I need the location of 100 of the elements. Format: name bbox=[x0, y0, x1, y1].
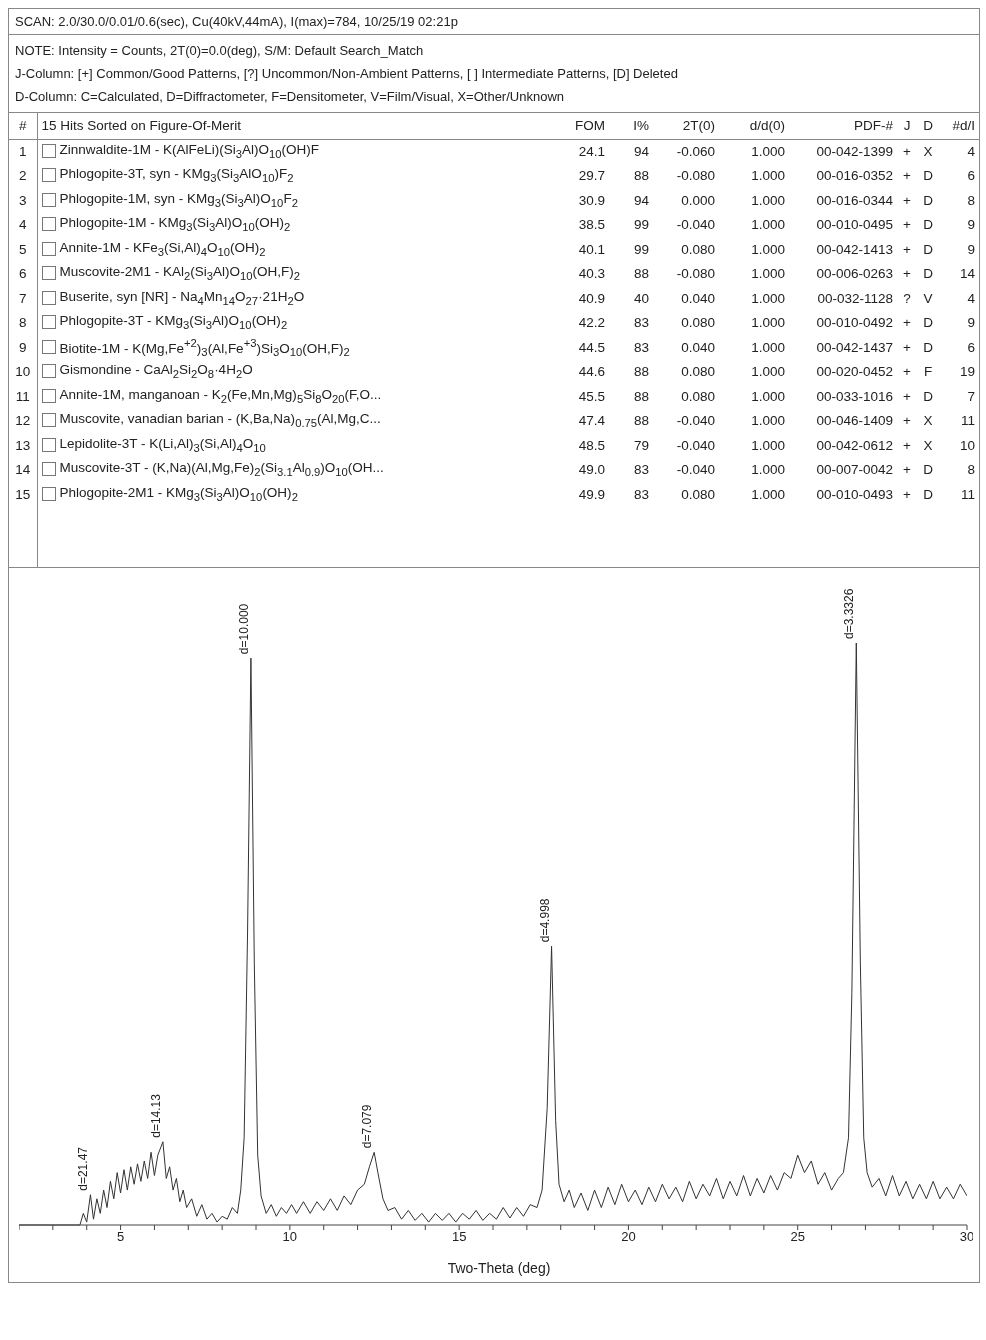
text: X bbox=[923, 144, 933, 159]
text: 88 bbox=[633, 364, 649, 380]
text: 00-010-0495 bbox=[816, 217, 893, 233]
text: + bbox=[903, 364, 911, 380]
text: 42.2 bbox=[578, 315, 605, 331]
text: 94 bbox=[633, 144, 649, 159]
text: 1.000 bbox=[751, 486, 785, 502]
text: D bbox=[923, 388, 933, 404]
text: V bbox=[923, 290, 933, 306]
text: -0.060 bbox=[676, 144, 715, 159]
x-tick-label: 5 bbox=[116, 1228, 125, 1244]
text: -0.040 bbox=[676, 462, 715, 478]
text: 83 bbox=[633, 486, 649, 502]
text: 88 bbox=[633, 388, 649, 404]
text: 00-042-0612 bbox=[816, 437, 893, 453]
text: 2 bbox=[18, 168, 27, 184]
text: 48.5 bbox=[578, 437, 605, 453]
text: 11 bbox=[960, 486, 975, 502]
text: + bbox=[903, 217, 911, 233]
text: 7 bbox=[967, 388, 975, 404]
text: 79 bbox=[633, 437, 649, 453]
text: 6 bbox=[18, 266, 27, 282]
text: 10 bbox=[15, 364, 31, 380]
text: 8 bbox=[315, 392, 322, 405]
text: 14 bbox=[222, 294, 236, 307]
text: FOM bbox=[575, 118, 605, 134]
text: 7 bbox=[18, 290, 27, 306]
text: 15 bbox=[15, 486, 31, 502]
text: 9 bbox=[967, 217, 975, 233]
text: 83 bbox=[633, 339, 649, 355]
x-tick-label: 25 bbox=[790, 1228, 805, 1244]
text: 8 bbox=[967, 462, 975, 478]
text: 1 bbox=[18, 144, 27, 159]
text: + bbox=[903, 266, 911, 282]
text: 1.000 bbox=[751, 217, 785, 233]
text: 99 bbox=[633, 241, 649, 257]
text: 00-020-0452 bbox=[816, 364, 893, 380]
text: Phlogopite-1M - KMg$_{3}$(Si$_{3}$Al)O$_{10}$(OH)$_{2}$ bbox=[59, 215, 291, 234]
text: 94 bbox=[633, 192, 649, 208]
text: D bbox=[923, 217, 933, 233]
text: + bbox=[903, 462, 911, 478]
text: 40.1 bbox=[578, 241, 605, 257]
text: 38.5 bbox=[578, 217, 605, 233]
text: 1.000 bbox=[751, 266, 785, 282]
text: #d/I bbox=[952, 118, 975, 134]
text: D bbox=[923, 462, 933, 478]
text: 10 bbox=[335, 466, 348, 479]
annotation: d=10.000 bbox=[236, 602, 251, 654]
text: 9 bbox=[967, 241, 975, 257]
text: 0.080 bbox=[681, 315, 715, 331]
text: Phlogopite-3T, syn - KMg$_{3}$(Si$_{3}$AlO$_{10}$)F$_{2}$ bbox=[59, 166, 294, 185]
chart-title: SCAN: 2.0/30.0/0.01/0.6(sec), Cu(40kV,44mA), I(max)=784, 10/25/19 02:21p bbox=[15, 14, 458, 29]
text: 47.4 bbox=[578, 413, 605, 429]
text: 11 bbox=[960, 413, 975, 429]
text: 1.000 bbox=[751, 315, 785, 331]
text: F bbox=[923, 364, 933, 380]
text: + bbox=[903, 315, 911, 331]
text: X bbox=[923, 413, 933, 429]
text: 00-010-0493 bbox=[816, 486, 893, 502]
text: 40 bbox=[633, 290, 649, 306]
text: Muscovite, vanadian barian - (K,Ba,Na)$_{0.75}$(Al,Mg,C... bbox=[59, 411, 381, 430]
annotation: d=4.998 bbox=[537, 897, 552, 942]
text: 1.000 bbox=[751, 388, 785, 404]
text: 0.080 bbox=[681, 486, 715, 502]
text: 6 bbox=[967, 168, 975, 184]
text: D-Column: C=Calculated, D=Diffractometer, F=Densitometer, V=Film/Visual, X=Other/Unknown bbox=[15, 89, 564, 104]
text: PDF-# bbox=[853, 118, 893, 134]
text: 13 bbox=[15, 437, 31, 453]
text: 10 bbox=[249, 490, 263, 503]
text: 29.7 bbox=[578, 168, 605, 184]
text: 2 bbox=[291, 490, 298, 503]
text: 5 bbox=[296, 392, 304, 405]
text: 0.000 bbox=[681, 192, 715, 208]
text: ? bbox=[903, 290, 911, 306]
text: + bbox=[903, 168, 911, 184]
text: 83 bbox=[633, 462, 649, 478]
x-tick-label: 15 bbox=[451, 1228, 467, 1244]
text: X bbox=[923, 437, 933, 453]
text: J-Column: [+] Common/Good Patterns, [?] Uncommon/Non-Ambient Patterns, [ ] Intermediate Patterns, [D] Deleted bbox=[15, 66, 678, 81]
text: 0.080 bbox=[681, 241, 715, 257]
text: 44.5 bbox=[578, 339, 605, 355]
text: -0.040 bbox=[676, 413, 715, 429]
text: Zinnwaldite-1M - K(AlFeLi)(Si$_{3}$Al)O$_{10}$(OH)F bbox=[59, 142, 320, 160]
text: 00-016-0344 bbox=[816, 192, 893, 208]
text: 1.000 bbox=[751, 462, 785, 478]
text: 9 bbox=[18, 339, 27, 355]
annotation: d=21.47 bbox=[76, 1146, 91, 1191]
text: Phlogopite-1M, syn - KMg$_{3}$(Si$_{3}$Al)O$_{10}$F$_{2}$ bbox=[59, 190, 298, 209]
x-tick-label: 10 bbox=[282, 1228, 298, 1244]
annotation: d=7.079 bbox=[360, 1103, 375, 1148]
text: 3 bbox=[193, 490, 201, 503]
text: 0.080 bbox=[681, 364, 715, 380]
text: 1.000 bbox=[751, 241, 785, 257]
text: 8 bbox=[967, 192, 975, 208]
text: 00-006-0263 bbox=[816, 266, 893, 282]
text: D bbox=[923, 192, 933, 208]
text: 1.000 bbox=[751, 290, 785, 306]
text: Phlogopite-3T - KMg$_{3}$(Si$_{3}$Al)O$_{10}$(OH)$_{2}$ bbox=[59, 313, 288, 332]
text: 1.000 bbox=[751, 339, 785, 355]
text: Biotite-1M - K(Mg,Fe$^{+2}$)$_{3}$(Al,Fe$^{+3}$)Si$_{3}$O$_{10}$(OH,F)$_{2}$ bbox=[59, 336, 350, 358]
